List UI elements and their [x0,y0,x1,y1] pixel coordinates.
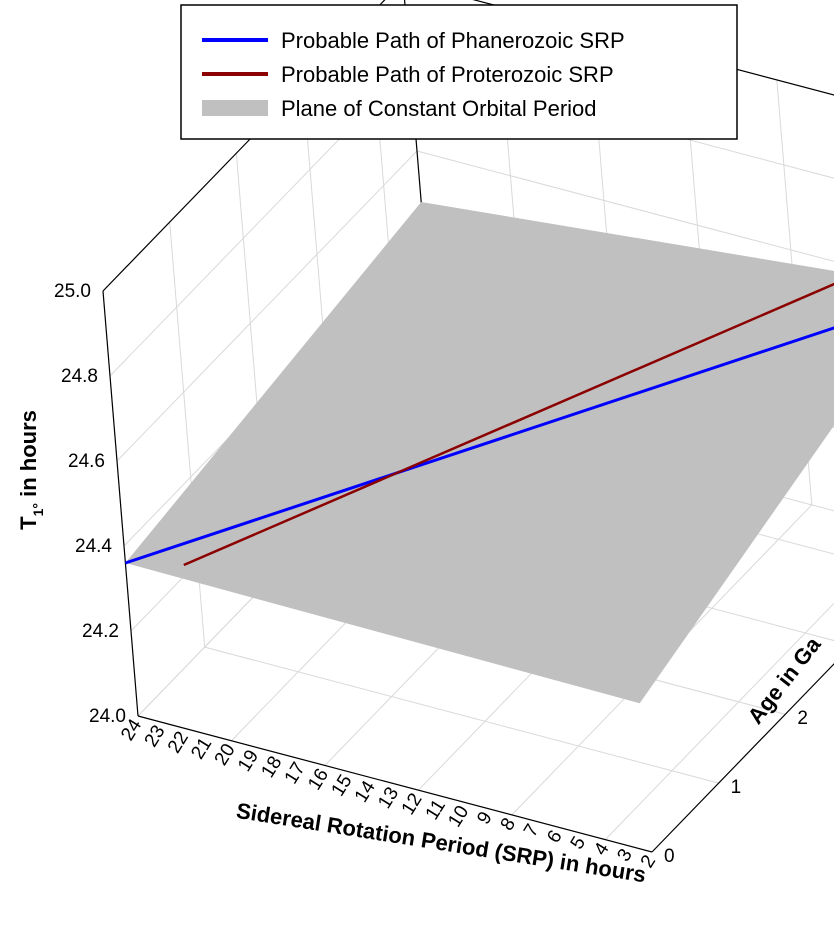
grid-line [416,150,834,262]
series-line-proterozoic [183,282,834,567]
z-tick-label: 24.6 [68,451,105,472]
legend-label-plane: Plane of Constant Orbital Period [281,96,597,121]
y-tick-label: 1 [731,777,742,798]
axis-line [651,663,834,853]
z-tick-label: 24.8 [61,366,98,387]
z-tick-label: 24.0 [89,706,126,727]
series-lines [124,282,834,567]
legend-box [180,4,738,140]
legend-label-proterozoic: Probable Path of Proterozoic SRP [281,62,614,87]
legend-swatch-plane [202,100,268,116]
axis-line [102,290,139,717]
grid-line [169,222,206,648]
series-line-phanerozoic [124,326,834,565]
z-axis-title: T1° in hours [16,410,46,530]
grid-line [604,602,834,840]
legend: Probable Path of Phanerozoic SRP Probabl… [180,4,738,140]
x-tick-label: 7 [520,821,543,841]
z-tick-label: 25.0 [54,281,91,302]
legend-label-phanerozoic: Probable Path of Phanerozoic SRP [281,28,625,53]
x-tick-label: 8 [497,814,520,834]
grid-line [204,646,719,784]
y-tick-label: 0 [664,846,675,867]
plane-surface [125,202,834,704]
z-tick-label: 24.2 [82,621,119,642]
y-tick-label: 2 [797,708,808,729]
x-tick-label: 9 [473,808,496,828]
constant-period-plane [125,202,834,704]
x-tick-label: 6 [543,827,566,847]
axis-line [137,715,653,853]
grid-line [116,150,418,462]
z-tick-label: 24.4 [75,536,112,557]
